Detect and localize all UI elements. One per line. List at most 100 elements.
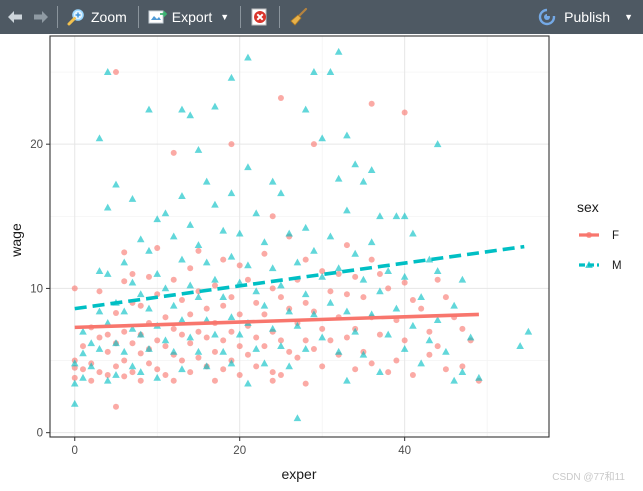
clear-plot-icon — [251, 8, 267, 26]
point-F — [203, 305, 210, 312]
point-F — [343, 291, 350, 298]
point-M — [334, 264, 343, 272]
point-F — [261, 343, 268, 350]
point-M — [458, 275, 467, 283]
point-F — [286, 348, 293, 355]
point-M — [128, 362, 137, 370]
point-M — [433, 267, 442, 274]
point-M — [359, 177, 368, 185]
point-F — [211, 348, 218, 355]
zoom-button[interactable]: Zoom — [63, 0, 133, 34]
point-M — [153, 215, 162, 223]
point-M — [376, 212, 384, 220]
clear-all-plots-button[interactable] — [285, 0, 313, 34]
point-F — [253, 299, 260, 306]
y-tick-label: 20 — [30, 139, 43, 151]
point-F — [327, 288, 334, 295]
point-M — [186, 281, 195, 289]
point-M — [293, 321, 302, 329]
point-M — [425, 336, 434, 344]
point-M — [285, 362, 293, 370]
point-M — [145, 246, 153, 254]
forward-button[interactable] — [30, 0, 52, 34]
point-F — [112, 69, 119, 76]
point-M — [186, 220, 195, 228]
point-F — [104, 331, 111, 338]
point-M — [194, 241, 203, 249]
export-icon — [148, 10, 168, 24]
point-M — [343, 206, 351, 214]
point-F — [253, 363, 260, 370]
point-M — [211, 330, 219, 338]
point-F — [236, 371, 243, 378]
point-F — [261, 250, 268, 257]
trend-lines — [74, 244, 525, 330]
point-F — [277, 95, 284, 102]
point-M — [202, 258, 211, 266]
point-F — [368, 256, 375, 263]
scatter-plot: 0 20 40 0 10 20 exper wage sex F M — [0, 34, 643, 491]
zoom-label: Zoom — [91, 9, 127, 25]
point-F — [426, 351, 433, 358]
export-menu-button[interactable]: Export ▼ — [144, 0, 235, 34]
point-M — [466, 333, 475, 341]
publish-menu-button[interactable]: Publish ▼ — [538, 0, 633, 34]
point-F — [277, 337, 284, 344]
point-F — [96, 288, 103, 295]
point-F — [236, 262, 243, 269]
point-M — [194, 347, 203, 355]
point-M — [194, 145, 203, 153]
point-M — [310, 68, 318, 75]
point-M — [475, 373, 483, 381]
point-F — [261, 311, 268, 318]
point-F — [121, 249, 128, 256]
point-F — [211, 282, 218, 289]
zoom-icon — [67, 9, 84, 26]
point-M — [343, 376, 351, 384]
point-F — [253, 334, 260, 341]
point-M — [145, 304, 153, 312]
point-F — [401, 337, 408, 344]
point-M — [252, 345, 260, 352]
point-M — [409, 229, 417, 237]
point-F — [129, 340, 136, 347]
point-M — [219, 226, 228, 234]
point-M — [400, 212, 409, 220]
point-F — [178, 296, 185, 303]
point-M — [95, 134, 104, 142]
point-M — [425, 255, 434, 263]
point-M — [79, 349, 87, 357]
point-M — [186, 333, 195, 341]
point-F — [195, 328, 202, 335]
point-F — [96, 369, 103, 376]
point-M — [103, 270, 112, 277]
back-button[interactable] — [4, 0, 26, 34]
point-M — [235, 229, 244, 237]
point-F — [409, 371, 416, 378]
point-F — [104, 348, 111, 355]
point-F — [154, 337, 161, 344]
point-F — [162, 314, 169, 321]
clear-plot-button[interactable] — [246, 0, 274, 34]
point-M — [367, 166, 376, 174]
point-M — [87, 339, 96, 347]
point-M — [351, 160, 359, 168]
point-F — [88, 377, 95, 384]
point-F — [269, 285, 276, 292]
point-M — [343, 131, 351, 139]
point-F — [112, 363, 119, 370]
point-M — [417, 359, 425, 367]
toolbar-divider — [57, 6, 58, 28]
point-M — [450, 301, 458, 309]
point-F — [187, 265, 194, 272]
point-F — [154, 245, 161, 252]
point-F — [434, 276, 441, 283]
point-F — [426, 328, 433, 335]
left-arrow-icon — [8, 11, 22, 23]
point-F — [269, 369, 276, 376]
legend-label-M: M — [612, 260, 622, 272]
point-F — [393, 357, 400, 364]
point-F — [434, 343, 441, 350]
point-M — [79, 373, 87, 381]
point-M — [277, 189, 285, 197]
